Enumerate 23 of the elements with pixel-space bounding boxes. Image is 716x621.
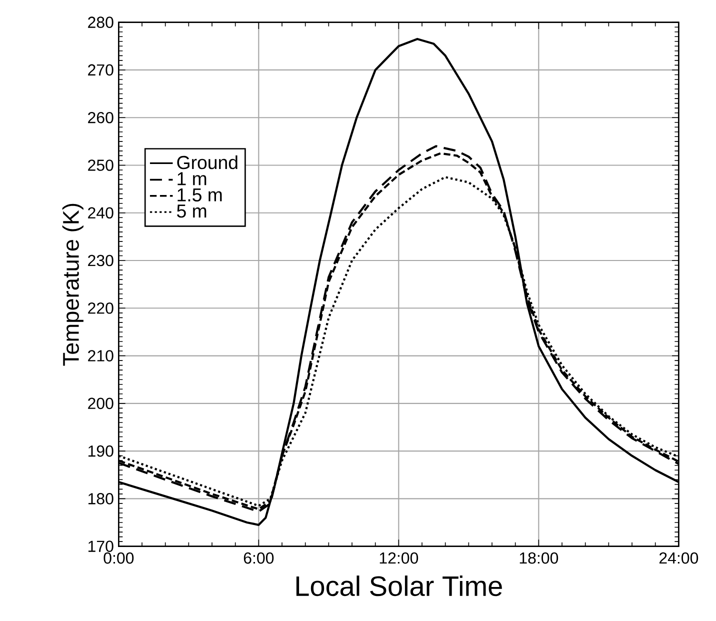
x-tick-label: 0:00	[104, 552, 134, 564]
x-axis-title: Local Solar Time	[296, 576, 502, 596]
y-tick-label: 180	[88, 493, 114, 504]
y-tick-label: 210	[88, 350, 114, 362]
y-tick-label: 170	[88, 540, 114, 552]
x-tick-label: 18:00	[520, 552, 558, 564]
legend-label: 5 m	[177, 204, 206, 218]
y-tick-label: 270	[88, 64, 114, 76]
legend-label: 1.5 m	[178, 188, 222, 202]
y-tick-label: 260	[88, 112, 114, 124]
legend-label: 1 m	[178, 172, 206, 186]
y-axis-title: Temperature (K)	[62, 204, 84, 366]
x-tick-label: 12:00	[380, 552, 418, 564]
y-tick-label: 200	[88, 398, 114, 410]
y-tick-label: 250	[88, 160, 114, 171]
legend-label: Ground	[177, 155, 238, 170]
y-tick-label: 220	[88, 302, 114, 314]
y-tick-label: 240	[88, 207, 114, 219]
y-tick-label: 280	[88, 16, 114, 28]
x-tick-label: 24:00	[659, 552, 698, 564]
y-tick-label: 190	[88, 445, 114, 457]
y-tick-label: 230	[88, 254, 114, 266]
x-tick-label: 6:00	[244, 552, 274, 564]
